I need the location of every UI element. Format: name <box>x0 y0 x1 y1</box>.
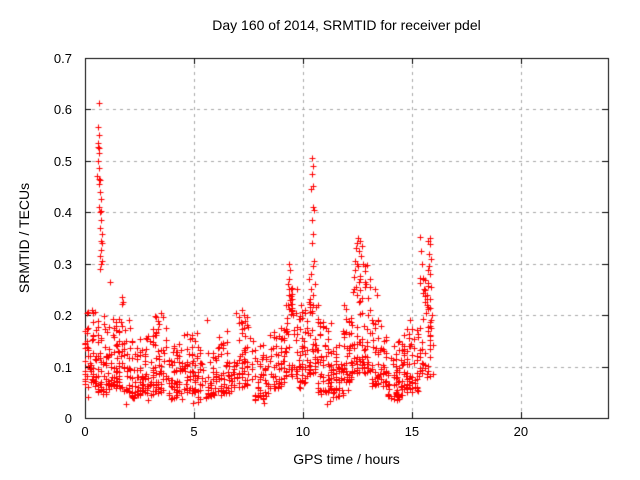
x-tick-label: 0 <box>81 424 89 439</box>
x-axis-label: GPS time / hours <box>293 451 400 467</box>
chart-title: Day 160 of 2014, SRMTID for receiver pde… <box>212 17 481 33</box>
y-tick-label: 0 <box>64 411 72 426</box>
x-tick-label: 10 <box>295 424 311 439</box>
x-tick-label: 5 <box>190 424 198 439</box>
y-tick-label: 0.7 <box>53 51 72 66</box>
x-tick-label: 15 <box>404 424 420 439</box>
y-tick-label: 0.6 <box>53 102 72 118</box>
y-tick-label: 0.3 <box>53 256 72 272</box>
y-tick-label: 0.5 <box>53 153 72 169</box>
x-tick-label: 20 <box>513 424 529 439</box>
y-axis-label: SRMTID / TECUs <box>16 182 32 294</box>
y-tick-label: 0.2 <box>53 308 72 324</box>
y-tick-label: 0.1 <box>53 359 72 375</box>
y-tick-label: 0.4 <box>53 205 72 221</box>
